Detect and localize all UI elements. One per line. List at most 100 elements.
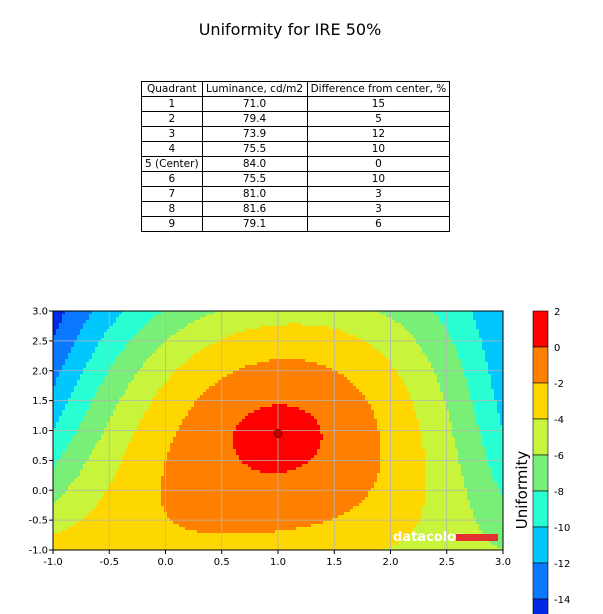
- contour-cell: [209, 341, 213, 345]
- contour-cell: [182, 533, 186, 537]
- contour-cell: [209, 359, 213, 363]
- contour-cell: [71, 419, 75, 423]
- contour-cell: [233, 473, 237, 477]
- contour-cell: [191, 440, 195, 444]
- contour-cell: [233, 344, 237, 348]
- contour-cell: [209, 386, 213, 390]
- contour-cell: [197, 524, 201, 528]
- contour-cell: [53, 452, 57, 456]
- contour-cell: [65, 371, 69, 375]
- contour-cell: [116, 425, 120, 429]
- contour-cell: [167, 542, 171, 546]
- contour-cell: [71, 515, 75, 519]
- contour-cell: [137, 395, 141, 399]
- contour-cell: [113, 317, 117, 321]
- contour-cell: [167, 371, 171, 375]
- contour-cell: [221, 449, 225, 453]
- contour-cell: [59, 365, 63, 369]
- contour-cell: [212, 470, 216, 474]
- contour-cell: [107, 416, 111, 420]
- contour-cell: [161, 437, 165, 441]
- contour-cell: [152, 374, 156, 378]
- contour-cell: [89, 512, 93, 516]
- contour-cell: [221, 323, 225, 327]
- contour-cell: [161, 422, 165, 426]
- contour-cell: [173, 533, 177, 537]
- contour-cell: [98, 479, 102, 483]
- contour-cell: [191, 458, 195, 462]
- contour-cell: [71, 446, 75, 450]
- contour-cell: [83, 365, 87, 369]
- contour-cell: [188, 494, 192, 498]
- contour-cell: [74, 443, 78, 447]
- contour-cell: [230, 329, 234, 333]
- contour-cell: [182, 542, 186, 546]
- contour-cell: [194, 341, 198, 345]
- contour-cell: [53, 527, 57, 531]
- contour-cell: [203, 371, 207, 375]
- contour-cell: [221, 452, 225, 456]
- contour-cell: [206, 527, 210, 531]
- contour-cell: [77, 332, 81, 336]
- contour-cell: [227, 383, 231, 387]
- contour-cell: [80, 326, 84, 330]
- contour-cell: [56, 407, 60, 411]
- contour-cell: [188, 380, 192, 384]
- contour-cell: [71, 389, 75, 393]
- contour-cell: [158, 395, 162, 399]
- contour-cell: [155, 377, 159, 381]
- contour-cell: [173, 452, 177, 456]
- contour-cell: [98, 542, 102, 546]
- contour-cell: [167, 473, 171, 477]
- contour-cell: [185, 512, 189, 516]
- contour-cell: [137, 497, 141, 501]
- contour-cell: [74, 374, 78, 378]
- contour-cell: [230, 455, 234, 459]
- contour-cell: [146, 365, 150, 369]
- contour-cell: [215, 359, 219, 363]
- contour-cell: [56, 452, 60, 456]
- contour-cell: [140, 440, 144, 444]
- contour-cell: [143, 524, 147, 528]
- contour-cell: [191, 494, 195, 498]
- contour-cell: [65, 386, 69, 390]
- contour-cell: [98, 440, 102, 444]
- contour-cell: [155, 431, 159, 435]
- contour-cell: [233, 500, 237, 504]
- contour-cell: [119, 539, 123, 543]
- contour-cell: [143, 425, 147, 429]
- contour-cell: [56, 521, 60, 525]
- contour-cell: [206, 482, 210, 486]
- contour-cell: [119, 527, 123, 531]
- contour-cell: [188, 512, 192, 516]
- contour-cell: [182, 416, 186, 420]
- contour-cell: [128, 527, 132, 531]
- contour-cell: [230, 323, 234, 327]
- contour-cell: [221, 332, 225, 336]
- contour-cell: [197, 539, 201, 543]
- contour-cell: [185, 383, 189, 387]
- contour-cell: [155, 443, 159, 447]
- contour-cell: [107, 479, 111, 483]
- contour-cell: [65, 401, 69, 405]
- contour-cell: [140, 401, 144, 405]
- contour-cell: [224, 311, 228, 315]
- contour-cell: [98, 398, 102, 402]
- contour-cell: [152, 317, 156, 321]
- contour-cell: [212, 425, 216, 429]
- contour-cell: [203, 473, 207, 477]
- contour-cell: [200, 422, 204, 426]
- contour-cell: [161, 527, 165, 531]
- contour-cell: [233, 491, 237, 495]
- contour-cell: [80, 539, 84, 543]
- contour-cell: [212, 548, 216, 550]
- contour-cell: [65, 407, 69, 411]
- contour-cell: [98, 509, 102, 513]
- contour-cell: [185, 443, 189, 447]
- contour-cell: [176, 539, 180, 543]
- contour-cell: [128, 380, 132, 384]
- contour-cell: [134, 434, 138, 438]
- contour-cell: [221, 410, 225, 414]
- contour-cell: [212, 494, 216, 498]
- contour-cell: [200, 332, 204, 336]
